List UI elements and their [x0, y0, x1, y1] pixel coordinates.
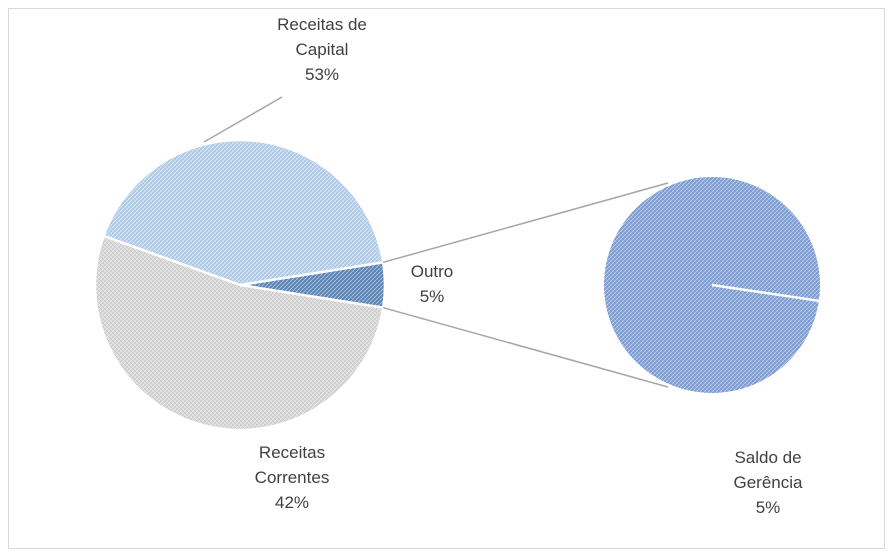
- label-value: 5%: [755, 498, 781, 517]
- label-value: 5%: [419, 287, 445, 306]
- label-value: 53%: [304, 65, 340, 84]
- connector-line: [383, 182, 669, 264]
- data-label: Receitas de Capital 53%: [252, 12, 392, 87]
- label-name: Saldo de Gerência: [733, 448, 803, 492]
- data-label: Outro 5%: [402, 259, 462, 309]
- label-name: Receitas de Capital: [277, 15, 367, 59]
- label-name: Outro: [410, 262, 454, 281]
- pie-slice: [101, 138, 385, 287]
- slice-border: [711, 283, 821, 303]
- label-name: Receitas Correntes: [254, 443, 330, 487]
- label-value: 42%: [274, 493, 310, 512]
- data-label: Receitas Correntes 42%: [237, 440, 347, 515]
- data-label: Saldo de Gerência 5%: [713, 445, 823, 520]
- connector-line: [383, 306, 669, 388]
- pie-slice: [93, 234, 385, 432]
- leader-line: [203, 96, 283, 143]
